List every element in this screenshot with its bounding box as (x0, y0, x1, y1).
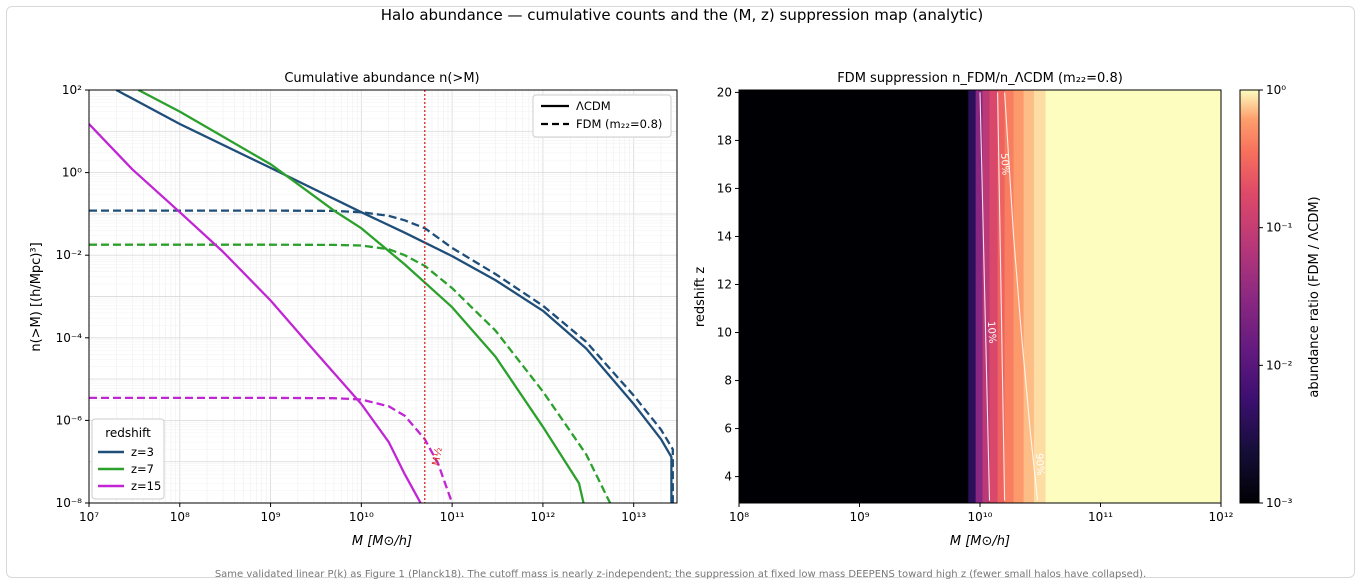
heatmap-band (1033, 90, 1047, 503)
left-y-axis-label: n(>M) [(h/Mpc)³] (29, 242, 44, 351)
x-tick-label: 10¹⁰ (349, 510, 374, 524)
heatmap-band (989, 90, 999, 503)
right-y-axis-label: redshift z (693, 267, 708, 328)
heatmap-contours: 10% 50% 90% (979, 92, 1046, 501)
right-panel: FDM suppression n_FDM/n_ΛCDM (m₂₂=0.8) 1… (693, 71, 1322, 549)
figure-frame (6, 6, 1355, 578)
y-tick-label: 10⁻⁸ (56, 496, 83, 510)
contour-label: 10% (985, 321, 998, 344)
x-tick-label: 10¹⁰ (968, 510, 993, 524)
series-line-z3-fdm (89, 209, 674, 503)
contour-line-10pct (979, 92, 991, 501)
y-tick-label: 10⁻⁶ (56, 413, 83, 427)
contour-line-90pct (1004, 92, 1039, 501)
contour-label: 50% (998, 153, 1011, 176)
x-tick-label: 10⁷ (79, 510, 99, 524)
x-tick-label: 10⁹ (849, 510, 869, 524)
colorbar-tick-label: 10⁻¹ (1266, 221, 1293, 235)
left-vline-group: M½ (424, 90, 445, 503)
x-tick-label: 10¹¹ (1088, 510, 1113, 524)
x-tick-label: 10¹¹ (440, 510, 465, 524)
left-x-axis-label: M [M⊙/h] (352, 534, 412, 549)
series-line-z7-fdm (89, 243, 612, 503)
y-tick-label: 6 (724, 422, 732, 436)
contour-label: 90% (1033, 453, 1046, 476)
x-tick-label: 10⁹ (261, 510, 281, 524)
heatmap-band (1045, 90, 1221, 503)
heatmap-band (982, 90, 991, 503)
heatmap-band (1004, 90, 1015, 503)
half-mode-mass-label: M½ (430, 446, 445, 466)
heatmap-band (968, 90, 977, 503)
right-panel-title: FDM suppression n_FDM/n_ΛCDM (m₂₂=0.8) (837, 71, 1123, 86)
x-tick-label: 10⁸ (729, 510, 749, 524)
y-tick-label: 10 (717, 326, 732, 340)
colorbar-ticks: 10⁻³ 10⁻² 10⁻¹ 10⁰ (1259, 83, 1293, 510)
redshift-legend-label: z=3 (131, 445, 154, 459)
colorbar-tick-label: 10⁰ (1266, 83, 1286, 97)
y-tick-label: 10² (62, 83, 82, 97)
left-series-group (89, 90, 674, 503)
y-tick-label: 18 (717, 133, 732, 147)
y-tick-label: 10⁻² (56, 248, 83, 262)
series-line-z15-lcdm (89, 123, 422, 503)
left-panel-title: Cumulative abundance n(>M) (284, 71, 479, 86)
style-legend-fdm-label: FDM (m₂₂=0.8) (576, 117, 662, 131)
left-y-ticks: 10⁻⁸ 10⁻⁶ 10⁻⁴ 10⁻² 10⁰ 10² (56, 83, 89, 510)
y-tick-label: 8 (724, 374, 732, 388)
right-y-ticks: 4 6 8 10 12 14 16 18 20 (717, 85, 739, 484)
left-x-ticks: 10⁷ 10⁸ 10⁹ 10¹⁰ 10¹¹ 10¹² 10¹³ (79, 503, 646, 524)
series-line-z15-fdm (89, 396, 454, 503)
colorbar-label: abundance ratio (FDM / ΛCDM) (1307, 196, 1322, 397)
y-tick-label: 12 (717, 277, 732, 291)
y-tick-label: 4 (724, 470, 732, 484)
right-x-ticks: 10⁸ 10⁹ 10¹⁰ 10¹¹ 10¹² (729, 503, 1234, 524)
style-legend-lcdm-label: ΛCDM (576, 99, 611, 113)
contour-line-50pct (997, 92, 1006, 501)
heatmap-band (739, 90, 969, 503)
series-line-z7-lcdm (137, 90, 585, 503)
colorbar-tick-label: 10⁻² (1266, 358, 1293, 372)
redshift-legend-label: z=15 (131, 479, 161, 493)
y-tick-label: 16 (717, 181, 732, 195)
x-tick-label: 10⁸ (170, 510, 190, 524)
y-tick-label: 20 (717, 85, 732, 99)
y-tick-label: 10⁰ (62, 166, 82, 180)
y-tick-label: 14 (717, 229, 732, 243)
redshift-legend-label: z=7 (131, 462, 154, 476)
heatmap-band (975, 90, 984, 503)
left-axes-frame (88, 89, 678, 504)
y-tick-label: 10⁻⁴ (56, 331, 83, 345)
redshift-legend: redshift z=3 z=7 z=15 (91, 418, 165, 500)
figure-suptitle: Halo abundance — cumulative counts and t… (381, 6, 984, 24)
series-line-z3-lcdm (115, 90, 673, 503)
figure-caption: Same validated linear P(k) as Figure 1 (… (214, 569, 1147, 580)
colorbar (1239, 89, 1260, 504)
right-x-axis-label: M [M⊙/h] (950, 534, 1010, 549)
x-tick-label: 10¹³ (621, 510, 646, 524)
x-tick-label: 10¹² (530, 510, 555, 524)
heatmap-band (1023, 90, 1035, 503)
x-tick-label: 10¹² (1209, 510, 1234, 524)
left-panel: Cumulative abundance n(>M) M½ 10⁷ 10⁸ 10⁹ 1… (29, 71, 678, 549)
left-grid (88, 89, 678, 504)
style-legend: ΛCDM FDM (m₂₂=0.8) (532, 94, 672, 138)
redshift-legend-title: redshift (105, 426, 151, 440)
colorbar-tick-label: 10⁻³ (1266, 496, 1293, 510)
heatmap-bands (739, 90, 1221, 503)
